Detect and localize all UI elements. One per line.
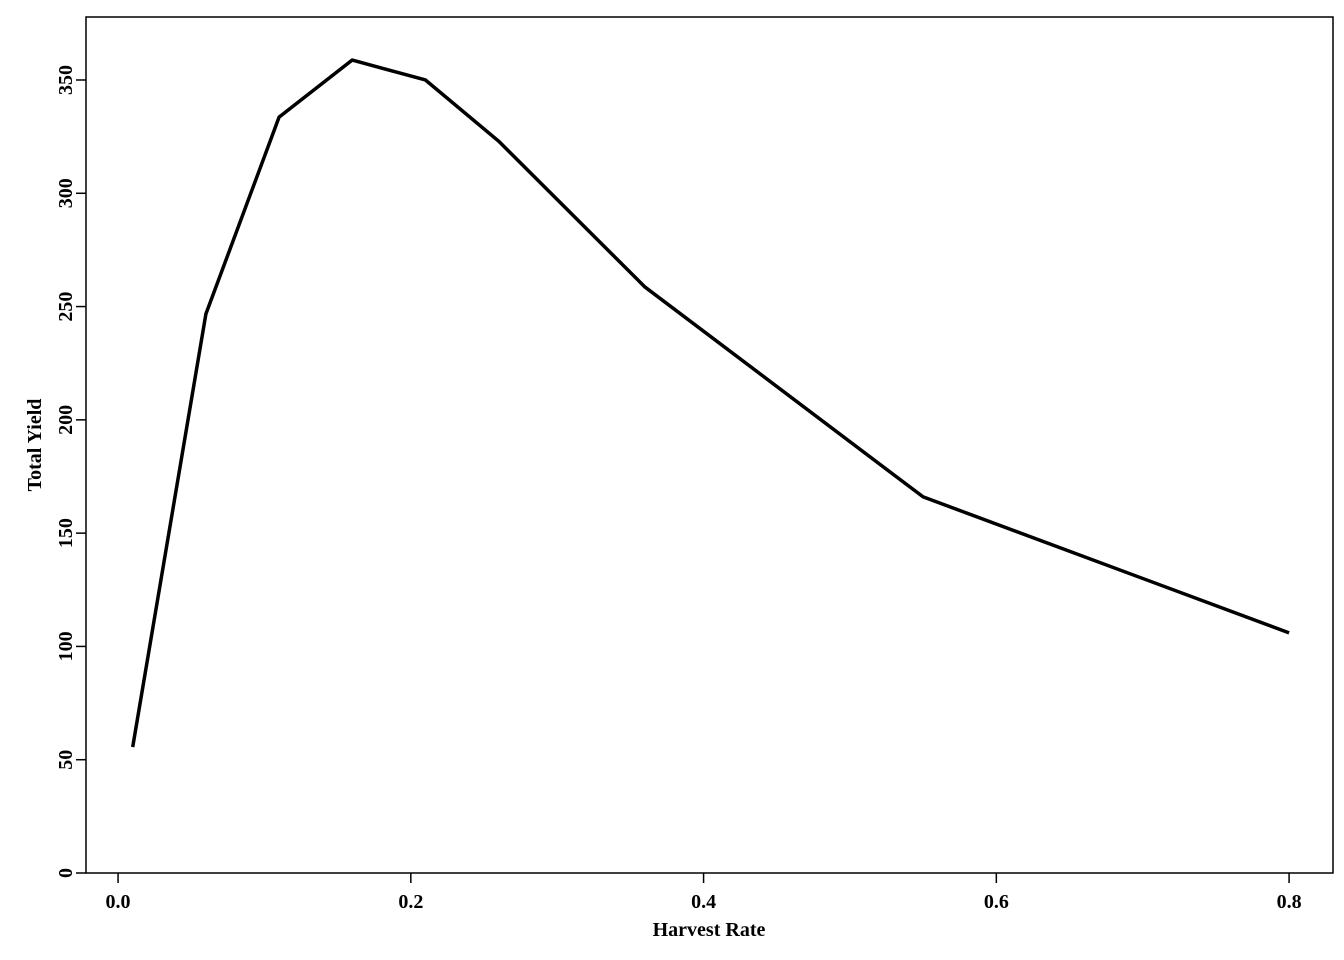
- y-tick-label: 100: [55, 631, 77, 661]
- data-line: [130, 58, 1290, 748]
- x-tick-label: 0.8: [1277, 891, 1302, 913]
- y-tick-label: 300: [55, 178, 77, 208]
- y-tick-label: 150: [55, 518, 77, 548]
- x-tick-label: 0.6: [984, 891, 1009, 913]
- y-tick-label: 200: [55, 405, 77, 435]
- y-axis-label: Total Yield: [24, 399, 46, 492]
- y-tick-label: 350: [55, 65, 77, 95]
- x-tick-label: 0.4: [691, 891, 716, 913]
- x-tick-label: 0.2: [398, 891, 423, 913]
- x-axis-label: Harvest Rate: [653, 919, 766, 941]
- plot-frame: [85, 16, 1334, 874]
- y-tick-label: 50: [55, 750, 77, 770]
- x-tick-label: 0.0: [106, 891, 131, 913]
- y-tick-label: 250: [55, 292, 77, 322]
- y-tick-label: 0: [55, 868, 77, 878]
